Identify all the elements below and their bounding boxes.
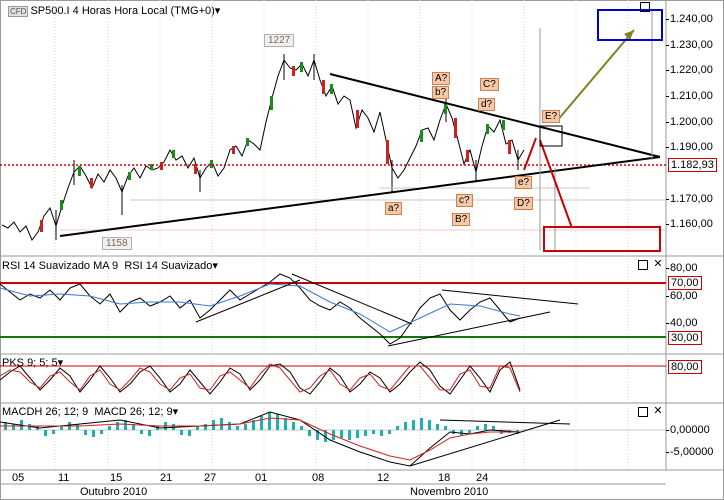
low-price-tag: 1158 xyxy=(102,237,132,250)
caret-down-icon[interactable]: ▾ xyxy=(172,406,179,418)
rsi-level-high: 70,00 xyxy=(668,276,702,290)
maximize-icon[interactable] xyxy=(638,260,648,270)
wave-label-C: C? xyxy=(480,78,499,91)
wave-label-e: e? xyxy=(515,176,533,189)
rsi-title[interactable]: RSI 14 Suavizado MA 9 RSI 14 Suavizado▾ xyxy=(2,260,218,272)
wave-label-B: B? xyxy=(452,213,471,226)
wave-label-c: c? xyxy=(456,194,473,207)
wave-label-a: a? xyxy=(385,202,403,215)
macd-title[interactable]: MACDH 26; 12; 9 MACD 26; 12; 9▾ xyxy=(2,406,179,418)
caret-down-icon[interactable]: ▾ xyxy=(212,260,218,272)
wave-label-D: D? xyxy=(514,197,533,210)
close-icon[interactable]: ✕ xyxy=(653,258,663,270)
close-icon[interactable]: ✕ xyxy=(653,405,663,417)
wave-label-E: E? xyxy=(542,110,561,123)
maximize-icon[interactable] xyxy=(638,407,648,417)
rsi-level-low: 30,00 xyxy=(668,331,702,345)
caret-down-icon[interactable]: ▾ xyxy=(57,357,64,369)
pks-level: 80,00 xyxy=(668,360,702,374)
maximize-icon[interactable] xyxy=(640,2,650,12)
high-price-tag: 1227 xyxy=(264,34,295,47)
wave-label-b: b? xyxy=(432,86,450,99)
wave-label-d: d? xyxy=(478,98,496,111)
caret-down-icon[interactable]: ▾ xyxy=(214,5,221,17)
main-chart-title[interactable]: CFD SP500.I 4 Horas Hora Local (TMG+0)▾ xyxy=(8,5,221,17)
wave-label-A: A? xyxy=(432,72,451,85)
cfd-logo: CFD xyxy=(8,6,29,17)
current-price-label: 1.182,93 xyxy=(668,158,717,172)
